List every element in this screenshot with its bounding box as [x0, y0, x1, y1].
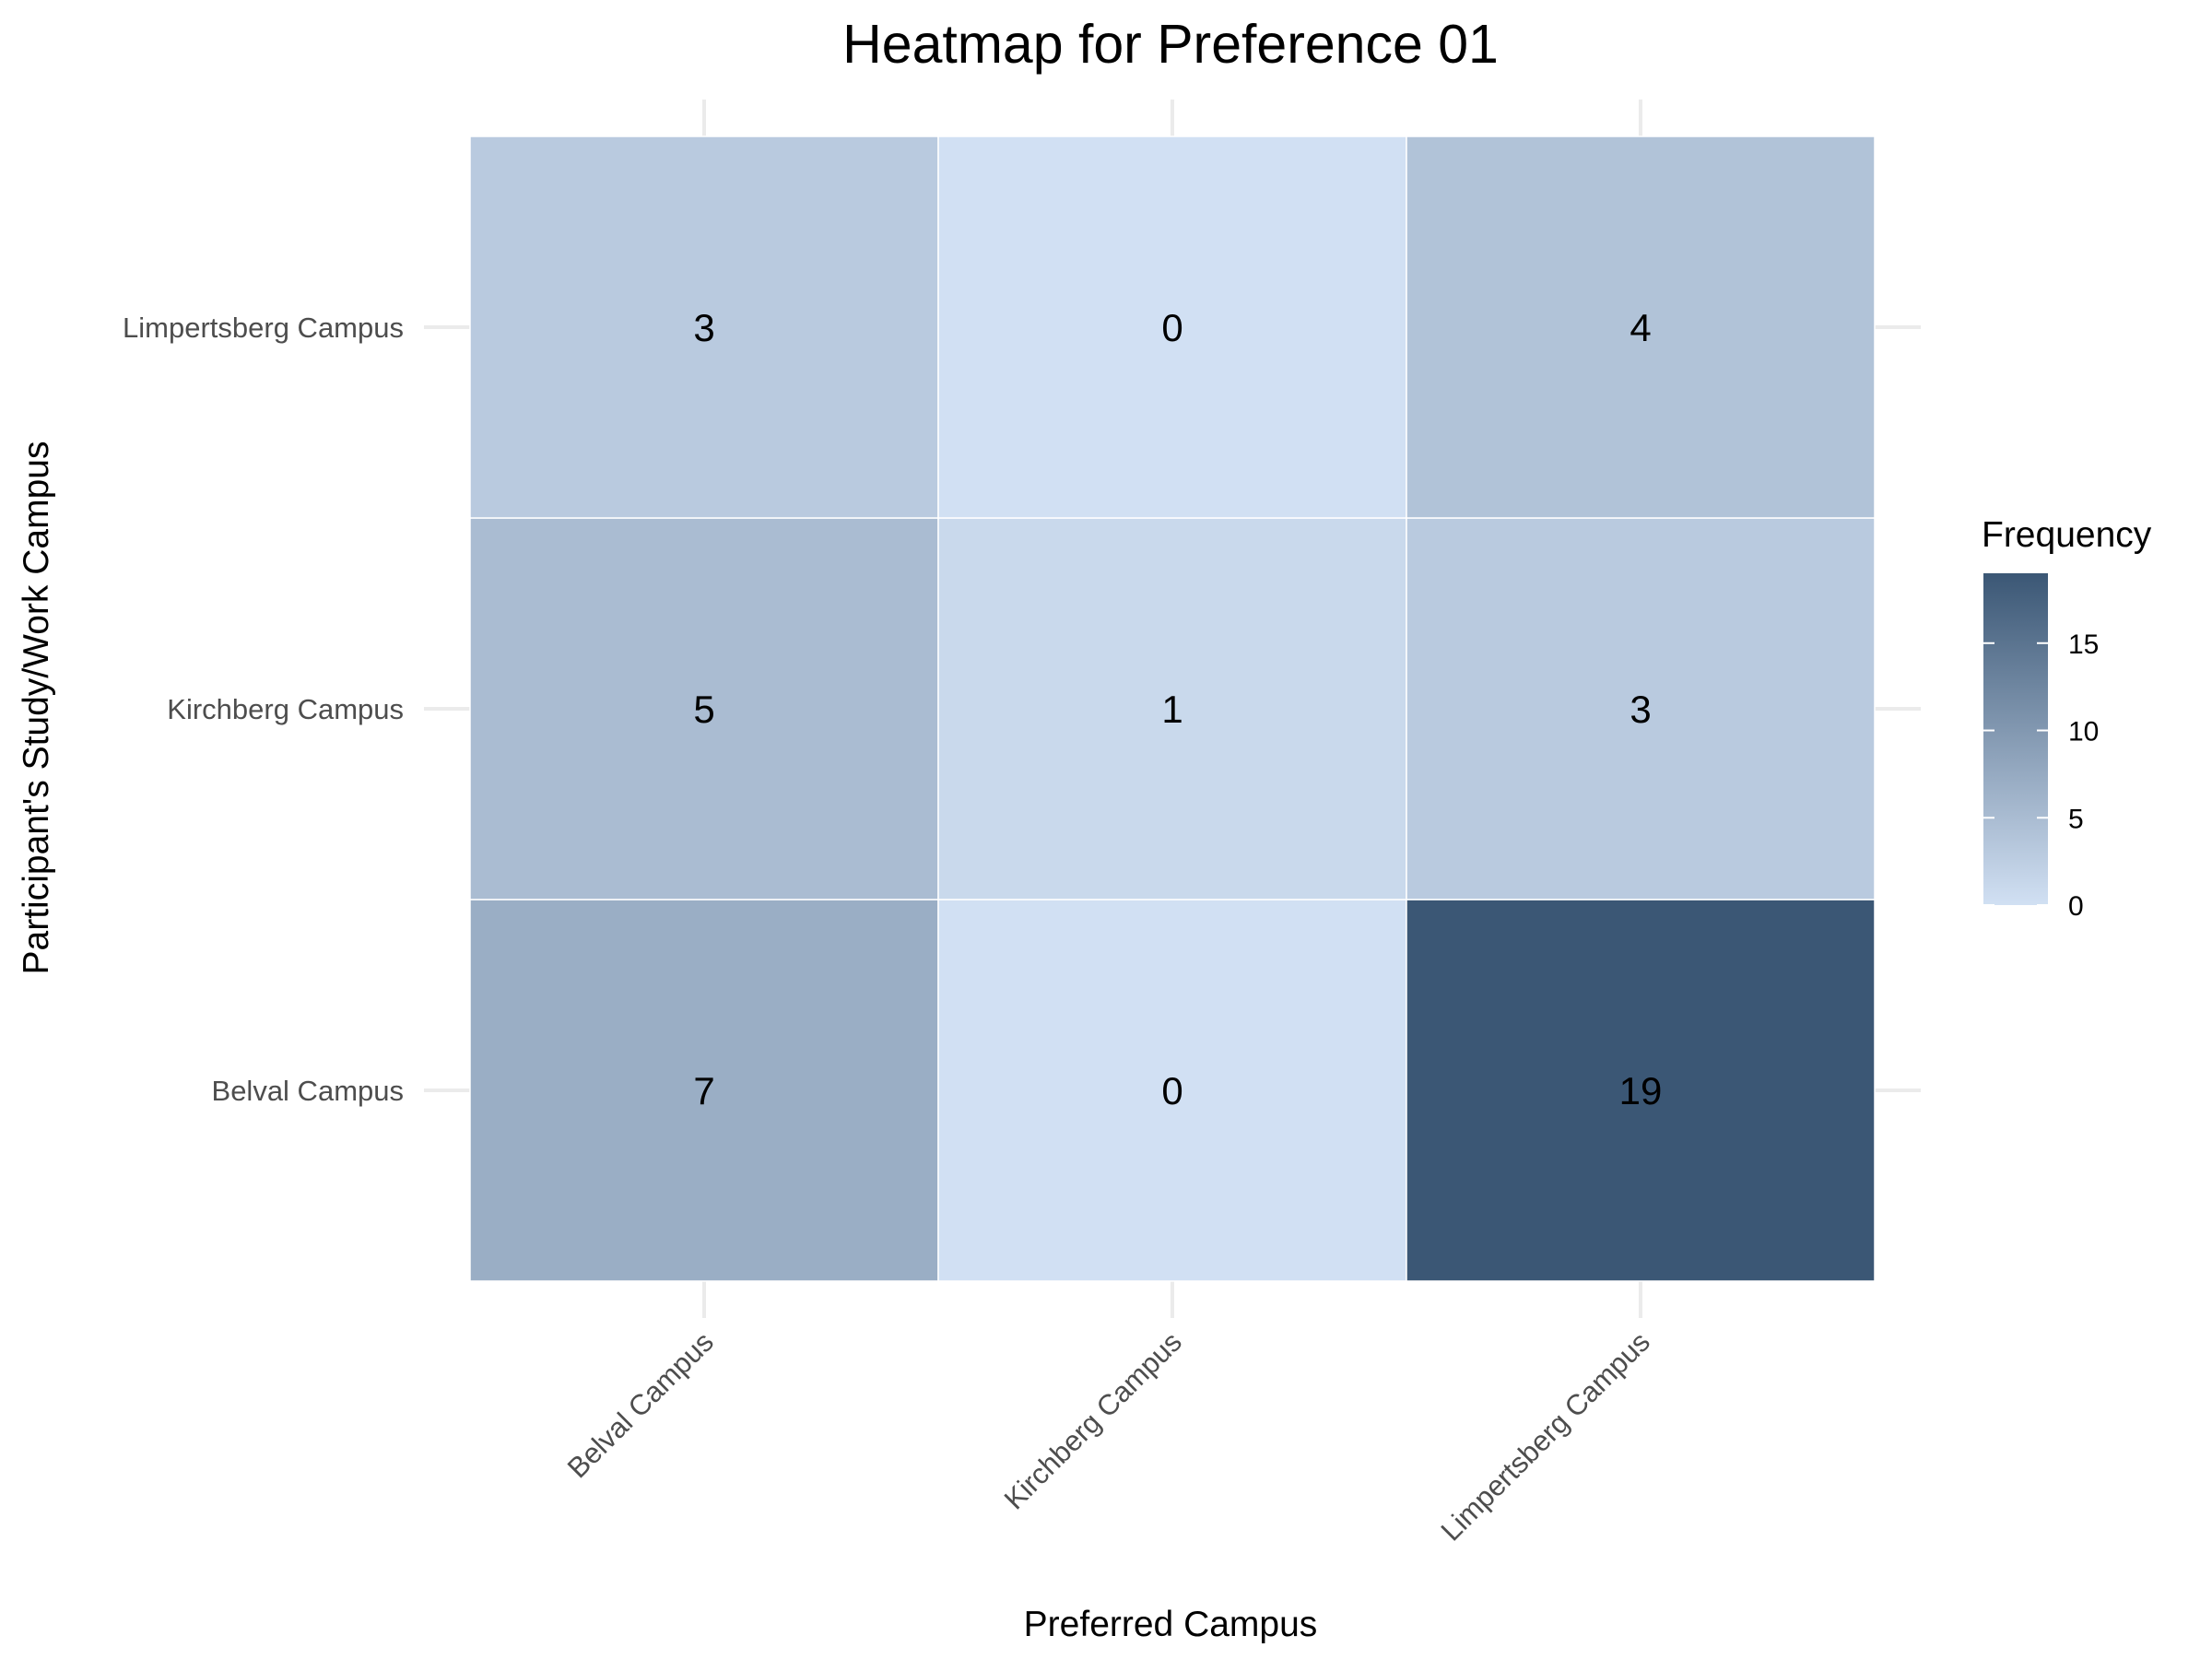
cell-value-label: 3: [1630, 688, 1651, 731]
heatmap-cell: [469, 135, 939, 519]
cell-value-label: 7: [693, 1069, 714, 1112]
legend-tick-label: 10: [2068, 717, 2099, 747]
x-tick-label: Kirchberg Campus: [998, 1325, 1188, 1515]
cell-value-label: 5: [693, 688, 714, 731]
heatmap-cell: [469, 899, 939, 1282]
legend-tick-label: 5: [2068, 804, 2084, 834]
heatmap-cell: [1406, 517, 1876, 900]
x-axis-title: Preferred Campus: [1024, 1605, 1318, 1644]
y-axis-ticks: Belval Campus Kirchberg Campus Limpertsber…: [123, 312, 404, 1107]
cell-value-label: 1: [1161, 688, 1182, 731]
heatmap-cell: [937, 517, 1407, 900]
x-tick-label: Belval Campus: [561, 1325, 720, 1484]
legend-color-bar: [1983, 573, 2048, 905]
y-tick-label: Limpertsberg Campus: [123, 312, 404, 344]
x-tick-label: Limpertsberg Campus: [1435, 1325, 1656, 1547]
cell-value-label: 0: [1161, 1069, 1182, 1112]
heatmap-cell: [1406, 135, 1876, 519]
heatmap-cell: [937, 135, 1407, 519]
legend-title: Frequency: [1982, 515, 2152, 555]
color-legend: Frequency 0 5 10 15: [1982, 515, 2152, 922]
cell-value-label: 4: [1630, 306, 1651, 349]
y-tick-label: Belval Campus: [212, 1075, 404, 1107]
legend-tick-label: 15: [2068, 629, 2099, 660]
y-tick-label: Kirchberg Campus: [167, 693, 404, 725]
cell-value-labels: 7 0 19 5 1 3 3 0 4: [693, 306, 1662, 1112]
heatmap-cell: [1406, 899, 1876, 1282]
cell-value-label: 0: [1161, 306, 1182, 349]
x-axis-ticks: Belval Campus Kirchberg Campus Limpertsber…: [561, 1325, 1656, 1547]
y-axis-title: Participant's Study/Work Campus: [17, 441, 56, 975]
legend-tick-label: 0: [2068, 891, 2084, 922]
legend-ticks: 0 5 10 15: [1983, 629, 2099, 922]
heatmap-tiles: [469, 135, 1876, 1282]
cell-value-label: 19: [1619, 1069, 1663, 1112]
cell-value-label: 3: [693, 306, 714, 349]
chart-title: Heatmap for Preference 01: [842, 14, 1499, 75]
